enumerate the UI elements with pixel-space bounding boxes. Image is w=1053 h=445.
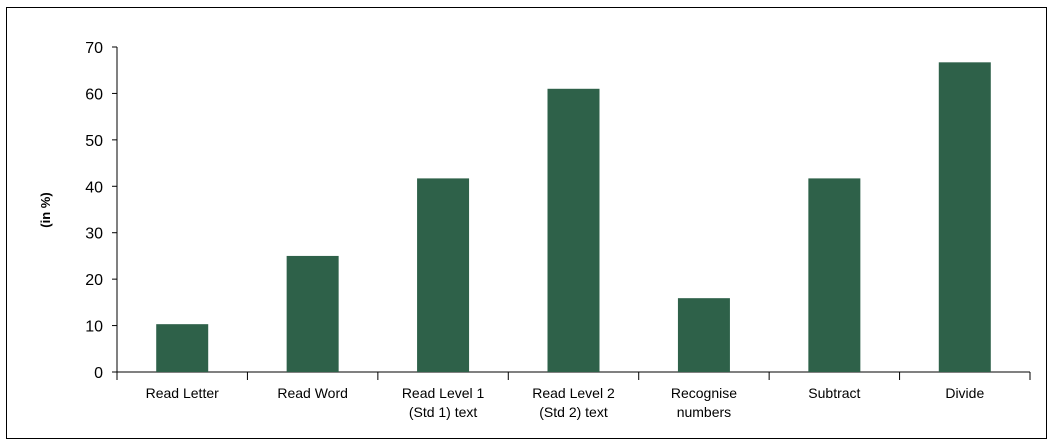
x-category-label: (Std 2) text — [539, 404, 608, 420]
x-axis-ticks — [116, 372, 1031, 380]
bar — [547, 88, 600, 373]
y-tick-label: 10 — [85, 319, 103, 336]
x-category-label: Read Letter — [146, 385, 219, 401]
bar — [938, 62, 991, 372]
y-axis-title: (in %) — [38, 192, 53, 227]
bar — [677, 298, 730, 372]
x-category-label: Recognise — [671, 385, 737, 401]
bars — [156, 62, 991, 373]
bar — [286, 255, 339, 372]
y-tick-label: 30 — [85, 226, 103, 243]
x-category-label: (Std 1) text — [409, 404, 478, 420]
bar — [808, 178, 861, 372]
category-labels: Read Letter Read Word Read Level 1 (Std 1) … — [146, 385, 985, 420]
bar — [156, 324, 209, 372]
y-tick-label: 70 — [85, 40, 103, 57]
y-tick-label: 20 — [85, 272, 103, 289]
x-category-label: numbers — [677, 404, 731, 420]
x-category-label: Read Word — [277, 385, 348, 401]
y-tick-label: 40 — [85, 179, 103, 196]
y-tick-label: 60 — [85, 86, 103, 103]
bar — [417, 178, 470, 372]
x-category-label: Divide — [945, 385, 984, 401]
y-tick-label: 0 — [94, 365, 103, 382]
x-category-label: Read Level 1 — [402, 385, 485, 401]
x-category-label: Read Level 2 — [532, 385, 615, 401]
y-axis-ticks: 0 10 20 30 40 50 60 70 — [85, 40, 117, 382]
y-tick-label: 50 — [85, 133, 103, 150]
x-category-label: Subtract — [808, 385, 860, 401]
